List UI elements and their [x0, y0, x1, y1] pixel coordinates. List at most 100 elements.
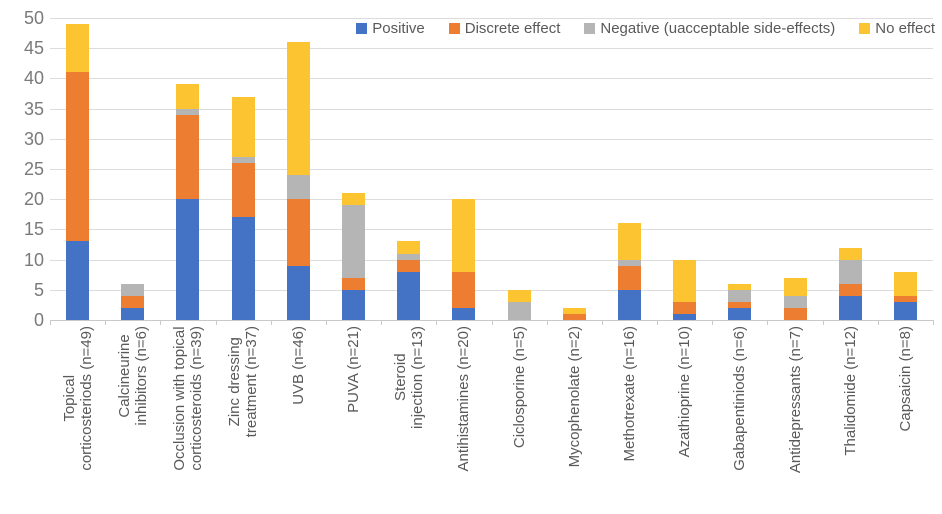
x-axis-label-cell: Antihistamines (n=20)	[436, 326, 491, 514]
x-axis-label: Capsaicin (n=8)	[896, 326, 914, 432]
legend-label-positive: Positive	[372, 20, 425, 37]
bar-segment	[342, 193, 366, 206]
bar-segment	[176, 199, 200, 320]
x-axis-label-cell: Thalidomide (n=12)	[823, 326, 878, 514]
bar-segment	[893, 271, 917, 296]
bar-segment	[342, 289, 366, 320]
gridline-50	[50, 18, 933, 19]
y-tick-label-30: 30	[23, 128, 44, 149]
x-axis-label: Topical corticosteriods (n=49)	[60, 326, 95, 471]
bar-segment	[783, 307, 807, 320]
x-axis-tick	[657, 320, 659, 325]
bar-2	[176, 18, 200, 320]
bar-segment	[728, 283, 752, 290]
x-axis-tick	[601, 320, 603, 325]
bar-segment	[397, 253, 421, 260]
gridline-35	[50, 108, 933, 110]
gridline-20	[50, 199, 933, 201]
bar-3	[231, 18, 255, 320]
bar-segment	[728, 307, 752, 320]
x-axis-tick	[215, 320, 217, 325]
y-tick-label-20: 20	[23, 189, 44, 210]
bar-segment	[286, 42, 310, 176]
x-axis-label-cell: Topical corticosteriods (n=49)	[50, 326, 105, 514]
bar-13	[783, 18, 807, 320]
x-axis-tick	[105, 320, 107, 325]
bar-11	[673, 18, 697, 320]
bar-segment	[66, 72, 90, 242]
bar-segment	[562, 313, 586, 320]
bar-segment	[176, 84, 200, 109]
x-axis-label: Occlusion with topical corticosteroids (…	[170, 326, 205, 471]
gridline-10	[50, 259, 933, 261]
x-axis-tick	[381, 320, 383, 325]
y-tick-label-25: 25	[23, 159, 44, 179]
x-axis-tick	[270, 320, 272, 325]
x-axis-label-cell: UVB (n=46)	[271, 326, 326, 514]
bar-segment	[342, 205, 366, 278]
x-axis-label-cell: Capsaicin (n=8)	[878, 326, 933, 514]
bar-5	[342, 18, 366, 320]
bar-segment	[231, 217, 255, 320]
legend-label-discrete-effect: Discrete effect	[464, 20, 561, 37]
gridline-5	[50, 289, 933, 291]
bar-segment	[231, 162, 255, 218]
bar-segment	[176, 108, 200, 115]
gridline-15	[50, 229, 933, 231]
x-axis-labels: Topical corticosteriods (n=49) Calcineuri…	[50, 326, 933, 514]
bar-segment	[66, 241, 90, 320]
x-axis-tick	[877, 320, 879, 325]
bar-segment	[452, 271, 476, 308]
bar-segment	[286, 199, 310, 266]
x-axis-label-cell: Zinc dressing treatment (n=37)	[216, 326, 271, 514]
bar-segment	[452, 307, 476, 320]
x-axis-label-cell: Gabapentiniods (n=6)	[712, 326, 767, 514]
x-axis-label-cell: PUVA (n=21)	[326, 326, 381, 514]
bar-segment	[838, 247, 862, 260]
no-effect-swatch-icon	[859, 23, 871, 34]
x-axis-label-cell: Azathioprine (n=10)	[657, 326, 712, 514]
bar-segment	[673, 259, 697, 302]
bar-segment	[838, 295, 862, 320]
chart-legend: Positive Discrete effect Negative (uacce…	[50, 20, 935, 37]
bar-segment	[286, 175, 310, 200]
discrete-effect-swatch-icon	[448, 23, 460, 34]
bar-12	[728, 18, 752, 320]
bar-9	[562, 18, 586, 320]
bar-6	[397, 18, 421, 320]
x-axis-tick	[822, 320, 824, 325]
bar-segment	[673, 301, 697, 314]
x-axis-tick	[491, 320, 493, 325]
y-tick-label-40: 40	[23, 68, 44, 89]
x-axis-label: Steroid injection (n=13)	[391, 326, 426, 429]
bar-7	[452, 18, 476, 320]
x-axis-tick	[436, 320, 438, 325]
bar-segment	[507, 289, 531, 302]
bar-15	[893, 18, 917, 320]
bar-segment	[121, 283, 145, 296]
x-axis-label: PUVA (n=21)	[345, 326, 363, 413]
y-tick-label-0: 0	[33, 310, 44, 330]
legend-label-no-effect: No effect	[875, 20, 935, 37]
x-axis-label: Methotrexate (n=16)	[620, 326, 638, 462]
legend-item-negative: Negative (uacceptable side-effects)	[584, 20, 835, 37]
bar-segment	[783, 277, 807, 296]
x-axis-label: Zinc dressing treatment (n=37)	[226, 326, 261, 438]
bar-segment	[397, 259, 421, 272]
bar-segment	[507, 301, 531, 320]
x-axis-tick	[712, 320, 714, 325]
x-axis-tick	[767, 320, 769, 325]
legend-item-no-effect: No effect	[859, 20, 935, 37]
bar-segment	[397, 241, 421, 254]
bar-segment	[342, 277, 366, 290]
x-axis-label-cell: Ciclosporine (n=5)	[492, 326, 547, 514]
bar-segment	[728, 289, 752, 302]
bar-8	[507, 18, 531, 320]
bar-10	[617, 18, 641, 320]
y-tick-label-5: 5	[33, 279, 44, 300]
bar-segment	[673, 313, 697, 320]
bar-segment	[397, 271, 421, 320]
bar-segment	[286, 265, 310, 320]
bar-segment	[231, 156, 255, 163]
